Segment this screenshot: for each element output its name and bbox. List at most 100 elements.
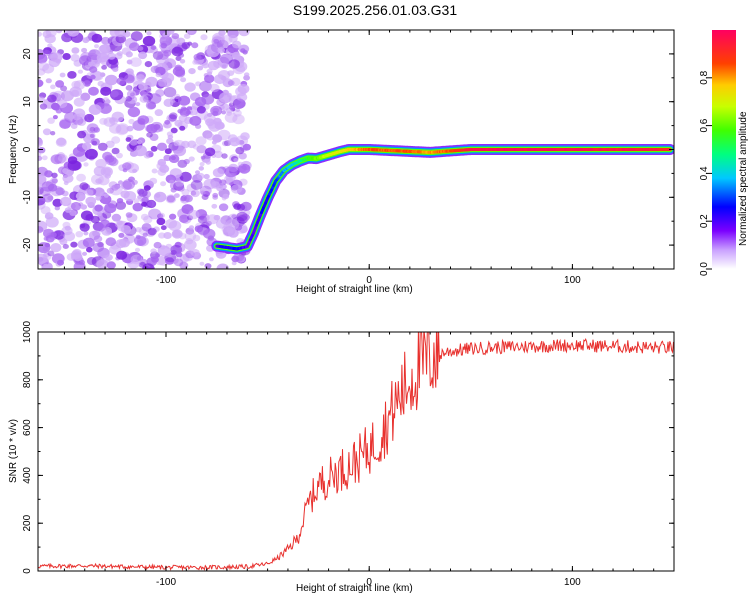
noise-blob bbox=[109, 30, 120, 37]
y-tick-label: -10 bbox=[22, 190, 33, 205]
y-tick-label: 600 bbox=[22, 419, 33, 436]
noise-blob bbox=[38, 31, 42, 37]
colorbar-scale bbox=[712, 30, 736, 269]
noise-blob bbox=[184, 82, 196, 92]
noise-blob bbox=[157, 245, 171, 257]
noise-blob bbox=[52, 103, 61, 111]
noise-blob bbox=[145, 101, 156, 110]
noise-blob bbox=[62, 53, 71, 60]
noise-blob bbox=[52, 115, 58, 120]
noise-blob bbox=[38, 61, 50, 71]
noise-blob bbox=[199, 185, 212, 196]
noise-blob bbox=[116, 77, 126, 85]
noise-blob bbox=[178, 95, 191, 106]
noise-blob bbox=[207, 71, 213, 76]
noise-blob bbox=[163, 232, 172, 239]
noise-blob bbox=[174, 119, 183, 127]
noise-blob bbox=[83, 162, 89, 167]
noise-blob bbox=[179, 125, 186, 131]
noise-blob bbox=[38, 53, 48, 64]
noise-blob bbox=[72, 146, 86, 157]
noise-blob bbox=[235, 108, 241, 112]
noise-blob bbox=[95, 178, 102, 184]
noise-blob bbox=[41, 155, 48, 161]
noise-blob bbox=[155, 72, 161, 78]
noise-blob bbox=[105, 155, 117, 166]
x-tick-label: 100 bbox=[564, 275, 581, 286]
y-tick-label: 0 bbox=[22, 568, 33, 574]
noise-blob bbox=[50, 243, 62, 253]
noise-blob bbox=[136, 188, 145, 195]
noise-blob bbox=[62, 168, 69, 174]
noise-blob bbox=[183, 239, 197, 251]
colorbar-tick-label: 0.8 bbox=[699, 70, 710, 84]
noise-blob bbox=[220, 62, 228, 69]
noise-blob bbox=[63, 231, 76, 242]
noise-blob bbox=[148, 266, 155, 269]
noise-blob bbox=[155, 253, 161, 258]
noise-blob bbox=[53, 230, 65, 240]
noise-blob bbox=[196, 106, 206, 114]
noise-blob bbox=[216, 39, 229, 50]
noise-blob bbox=[122, 179, 135, 190]
noise-blob bbox=[199, 80, 212, 92]
noise-blob bbox=[191, 42, 199, 49]
colorbar-tick-label: 0.4 bbox=[699, 166, 710, 180]
noise-blob bbox=[125, 85, 132, 91]
noise-blob bbox=[194, 225, 203, 233]
noise-blob bbox=[55, 30, 63, 34]
noise-blob bbox=[38, 155, 43, 161]
noise-blob bbox=[47, 94, 57, 103]
noise-blob bbox=[221, 196, 227, 201]
noise-blob bbox=[200, 34, 208, 41]
noise-blob bbox=[128, 118, 135, 125]
y-tick-label: 0 bbox=[22, 146, 33, 152]
noise-blob bbox=[70, 201, 82, 211]
noise-blob bbox=[82, 142, 92, 151]
noise-blob bbox=[188, 225, 195, 230]
noise-blob bbox=[146, 88, 152, 93]
noise-blob bbox=[197, 215, 208, 224]
noise-blob bbox=[38, 253, 48, 264]
ridge-halo bbox=[211, 144, 674, 255]
noise-blob bbox=[99, 194, 112, 205]
noise-blob bbox=[96, 211, 102, 217]
noise-blob bbox=[64, 207, 72, 213]
noise-blob bbox=[38, 79, 44, 88]
noise-blob bbox=[217, 122, 224, 129]
noise-blob bbox=[169, 213, 177, 220]
noise-blob bbox=[70, 250, 82, 260]
noise-blob bbox=[172, 230, 181, 238]
noise-blob bbox=[195, 136, 207, 146]
noise-blob bbox=[164, 148, 172, 155]
noise-blob bbox=[139, 89, 149, 97]
noise-blob bbox=[62, 221, 71, 229]
noise-blob bbox=[160, 225, 167, 231]
noise-blob bbox=[201, 194, 209, 200]
noise-blob bbox=[238, 152, 247, 160]
noise-blob bbox=[213, 150, 223, 159]
noise-blob bbox=[116, 198, 124, 204]
spectral-ridge bbox=[211, 144, 674, 255]
noise-blob bbox=[217, 70, 231, 80]
noise-blob bbox=[86, 123, 99, 134]
noise-blob bbox=[142, 232, 148, 237]
noise-blob bbox=[190, 249, 200, 257]
noise-blob bbox=[62, 244, 69, 249]
noise-blob bbox=[158, 79, 167, 87]
noise-blob bbox=[132, 202, 143, 212]
noise-blob bbox=[135, 102, 141, 107]
noise-blob bbox=[167, 134, 174, 140]
noise-blob bbox=[244, 72, 250, 77]
noise-blob bbox=[243, 75, 251, 81]
noise-blob bbox=[159, 164, 170, 173]
noise-blob bbox=[240, 48, 246, 53]
noise-blob bbox=[205, 160, 211, 165]
noise-blob bbox=[122, 162, 132, 171]
noise-blob bbox=[229, 105, 236, 111]
noise-blob bbox=[177, 108, 183, 114]
noise-blob bbox=[141, 201, 148, 207]
noise-blob bbox=[45, 78, 52, 84]
noise-blob bbox=[209, 83, 220, 93]
noise-blob bbox=[99, 51, 110, 60]
